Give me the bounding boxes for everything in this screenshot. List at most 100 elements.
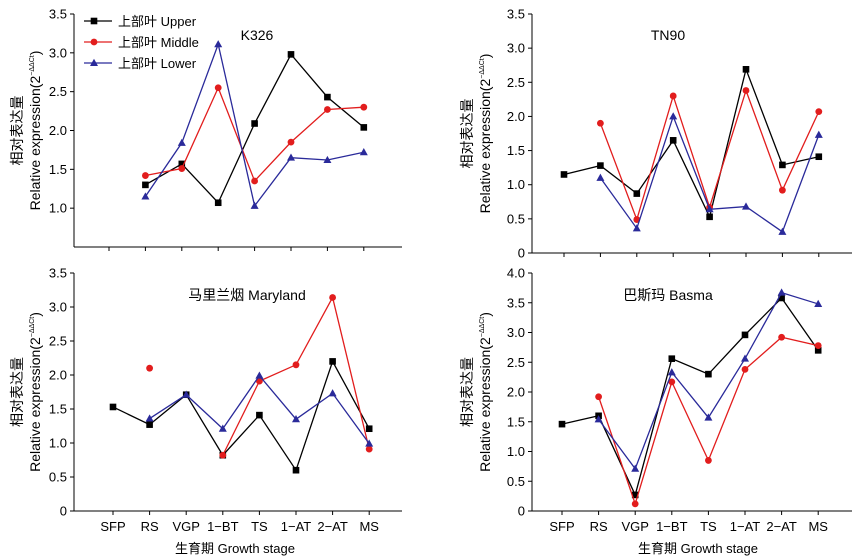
chart-title: 巴斯玛 Basma	[623, 287, 713, 303]
y-axis-label-main: Relative expression(2	[477, 79, 493, 214]
data-point	[360, 103, 368, 111]
y-tick-label: 4.0	[507, 266, 525, 281]
data-point	[365, 445, 373, 453]
x-tick-label: 1−BT	[656, 519, 687, 534]
y-axis-label-main: Relative expression(2	[27, 76, 43, 211]
data-point	[214, 40, 223, 48]
x-tick-label: 1−AT	[281, 519, 312, 534]
x-axis-label: 生育期 Growth stage	[175, 541, 295, 556]
y-tick-label: 3.0	[507, 41, 525, 56]
y-tick-label: 1.0	[49, 436, 67, 451]
data-point	[256, 377, 263, 385]
y-axis-label-cn: 相对表达量	[459, 357, 475, 427]
chart-panel-3: 0 0.5 1.0 1.5 2.0 2.5 3.0 3.5 SFP RS VGP 1−BT TS 1−AT…	[9, 266, 402, 556]
y-tick-label: 1.0	[507, 177, 525, 192]
data-point	[251, 120, 258, 127]
y-axis-label-main: Relative expression(2	[27, 337, 43, 472]
series-triangle	[141, 40, 368, 209]
y-axis-label-superscript: −ΔΔCt	[479, 58, 486, 78]
data-point	[705, 205, 714, 213]
legend-marker	[90, 38, 98, 46]
data-point	[109, 403, 117, 411]
y-tick-label: 3.0	[507, 325, 525, 340]
data-point	[741, 365, 749, 373]
data-point	[178, 165, 186, 172]
data-point	[742, 202, 750, 210]
y-tick-label: 3.5	[49, 266, 67, 281]
data-point	[597, 119, 604, 127]
x-tick-label: SFP	[549, 519, 574, 534]
data-point	[668, 378, 676, 386]
series-square	[560, 66, 823, 221]
y-tick-label: 2.0	[49, 123, 67, 138]
y-axis-label-close: )	[477, 54, 493, 59]
data-point	[214, 84, 222, 92]
data-point	[324, 106, 331, 113]
y-tick-label: 0.5	[49, 470, 67, 485]
chart-panel-2: 0 0.5 1.0 1.5 2.0 2.5 3.0 3.5 相对表达量 Relative expr…	[459, 7, 852, 261]
y-tick-label: 2.0	[507, 109, 525, 124]
y-axis-label-superscript: −ΔΔCt	[479, 317, 486, 337]
data-point	[594, 415, 603, 423]
data-point	[778, 294, 785, 302]
data-point	[742, 87, 750, 94]
data-point	[741, 331, 749, 339]
x-tick-label: MS	[808, 519, 828, 534]
series-line	[149, 374, 370, 445]
data-point	[142, 181, 149, 189]
x-tick-label: 1−BT	[207, 519, 238, 534]
x-tick-label: RS	[141, 519, 159, 534]
data-point	[251, 177, 258, 185]
data-point	[633, 190, 641, 197]
y-tick-label: 1.5	[49, 402, 67, 417]
series-triangle	[145, 371, 374, 447]
data-point	[632, 224, 641, 232]
data-point	[814, 342, 822, 349]
data-point	[704, 413, 713, 421]
series-line	[145, 86, 364, 183]
y-tick-label: 2.5	[507, 355, 525, 370]
y-tick-label: 2.0	[507, 385, 525, 400]
data-point	[669, 137, 677, 144]
y-tick-label: 3.0	[49, 300, 67, 315]
y-tick-label: 3.0	[49, 45, 67, 60]
x-tick-label: VGP	[621, 519, 648, 534]
data-point	[631, 491, 639, 499]
data-point	[742, 66, 750, 73]
series-square	[142, 51, 368, 207]
y-tick-label: 3.5	[507, 295, 525, 310]
data-point	[292, 415, 300, 423]
data-point	[668, 355, 676, 362]
x-tick-label: TS	[251, 519, 268, 534]
y-tick-label: 2.0	[49, 368, 67, 383]
data-point	[705, 457, 712, 464]
legend-marker	[90, 17, 98, 25]
data-point	[250, 201, 259, 209]
series-triangle	[596, 112, 823, 235]
data-point	[182, 390, 191, 398]
y-axis-label-close: )	[27, 51, 43, 56]
y-tick-label: 2.5	[49, 84, 67, 99]
data-point	[558, 420, 566, 428]
legend-marker	[90, 58, 98, 66]
data-point	[667, 368, 676, 376]
data-point	[178, 160, 186, 168]
y-tick-label: 1.5	[507, 414, 525, 429]
x-tick-label: MS	[359, 519, 379, 534]
data-point	[359, 148, 368, 156]
series-line	[563, 67, 819, 219]
legend: 上部叶 Upper 上部叶 Middle 上部叶 Lower	[84, 14, 199, 71]
data-point	[360, 124, 368, 131]
y-tick-label: 3.5	[507, 7, 525, 22]
y-tick-label: 1.0	[49, 201, 67, 216]
x-tick-label: 1−AT	[730, 519, 761, 534]
data-point	[778, 227, 787, 235]
data-point	[814, 347, 822, 354]
y-tick-label: 0.5	[507, 211, 525, 226]
y-axis-label-en: Relative expression(2−ΔΔCt)	[27, 51, 43, 211]
data-point	[778, 333, 785, 341]
series-circle	[597, 87, 823, 223]
y-tick-label: 0.5	[507, 474, 525, 489]
y-tick-label: 0	[60, 504, 67, 519]
legend-label: 上部叶 Middle	[118, 35, 199, 50]
